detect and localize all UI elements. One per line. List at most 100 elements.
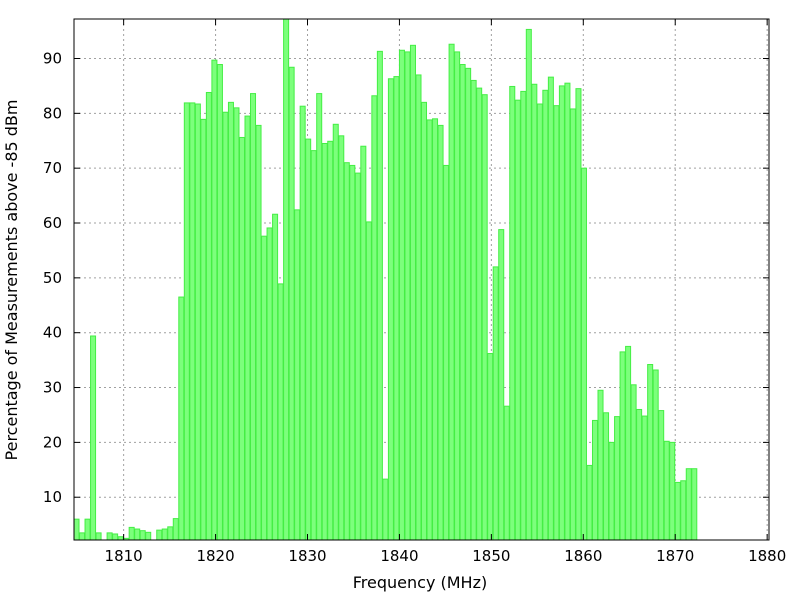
y-tick-labels: 10 20 30 40 50 60 70 80 90 — [43, 49, 62, 506]
bar — [470, 79, 477, 541]
bar — [409, 44, 416, 541]
bar — [498, 229, 505, 541]
bar — [514, 99, 521, 541]
x-tick-label: 1840 — [380, 547, 418, 565]
y-tick-label: 20 — [43, 433, 62, 451]
bar — [250, 93, 257, 541]
bar — [354, 172, 361, 541]
bar — [189, 102, 196, 541]
bar — [161, 528, 168, 541]
bar — [393, 76, 400, 541]
x-tick-label: 1820 — [196, 547, 234, 565]
bar — [332, 123, 339, 541]
bar — [476, 87, 483, 541]
bar — [542, 89, 549, 541]
bar — [205, 91, 212, 541]
bar — [509, 85, 516, 541]
bar — [283, 18, 290, 541]
bar — [481, 94, 488, 541]
bar — [432, 118, 439, 541]
bar — [465, 67, 472, 541]
bar — [360, 145, 367, 541]
bar — [492, 266, 499, 541]
bar — [415, 74, 422, 541]
bar — [669, 441, 676, 541]
bar — [531, 83, 538, 541]
x-tick-label: 1870 — [656, 547, 694, 565]
x-tick-label: 1860 — [564, 547, 602, 565]
bar — [647, 364, 654, 541]
bar — [525, 28, 532, 541]
bar — [238, 136, 245, 541]
bar — [365, 221, 372, 541]
bar — [200, 118, 207, 541]
bar — [674, 481, 681, 541]
bar — [564, 82, 571, 541]
bar — [84, 518, 91, 541]
bar — [288, 66, 295, 541]
bar — [277, 283, 284, 541]
bar — [398, 49, 405, 541]
bar — [569, 108, 576, 541]
x-axis-label: Frequency (MHz) — [353, 573, 487, 592]
bar — [636, 408, 643, 541]
bar — [586, 464, 593, 541]
bar — [183, 102, 190, 541]
bar — [597, 389, 604, 541]
bar — [294, 209, 301, 541]
bar — [90, 335, 97, 541]
y-tick-label: 50 — [43, 269, 62, 287]
bar — [520, 90, 527, 541]
x-tick-label: 1810 — [105, 547, 143, 565]
bar — [685, 468, 692, 541]
bar — [614, 416, 621, 541]
bar — [443, 164, 450, 541]
bar — [167, 526, 174, 541]
bar — [139, 530, 146, 541]
bar — [426, 119, 433, 541]
bar — [261, 235, 268, 541]
bar — [630, 384, 637, 541]
bar — [608, 441, 615, 541]
bar — [112, 533, 119, 541]
bar — [134, 528, 141, 541]
bar — [178, 296, 185, 541]
y-tick-label: 30 — [43, 379, 62, 397]
bar — [691, 468, 698, 541]
x-tick-label: 1830 — [288, 547, 326, 565]
bar — [299, 105, 306, 541]
bar — [227, 101, 234, 541]
bar — [327, 140, 334, 541]
bar — [663, 440, 670, 541]
bar — [310, 150, 317, 541]
bar — [172, 518, 179, 541]
y-tick-label: 80 — [43, 104, 62, 122]
bar — [316, 93, 323, 541]
bar — [305, 138, 312, 541]
bar — [503, 405, 510, 541]
x-tick-labels: 1810 1820 1830 1840 1850 1860 1870 1880 — [105, 547, 787, 565]
bar — [558, 85, 565, 541]
bar — [459, 64, 466, 541]
bar — [641, 415, 648, 541]
bar — [404, 51, 411, 541]
bar — [387, 78, 394, 541]
bar — [454, 51, 461, 541]
bar — [222, 111, 229, 541]
y-tick-label: 40 — [43, 324, 62, 342]
bar — [652, 369, 659, 541]
bar — [382, 478, 389, 541]
bar — [437, 124, 444, 541]
plot-frame — [73, 18, 770, 541]
bar — [591, 419, 599, 541]
bar — [371, 95, 378, 541]
bar — [272, 213, 279, 541]
bar — [79, 532, 86, 541]
x-tick-label: 1880 — [748, 547, 786, 565]
bar — [658, 410, 665, 541]
bar — [145, 531, 152, 541]
y-tick-label: 90 — [43, 49, 62, 67]
bar — [376, 50, 383, 541]
bar — [95, 532, 102, 541]
axis-ticks — [74, 19, 769, 540]
